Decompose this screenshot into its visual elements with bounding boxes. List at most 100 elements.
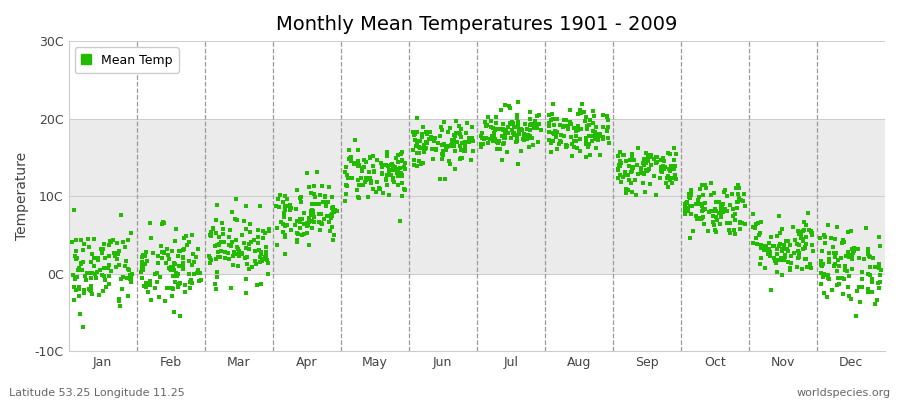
Point — [716, 201, 730, 207]
Point — [176, 247, 190, 254]
Point — [184, 232, 199, 238]
Point — [613, 163, 627, 169]
Point — [125, 271, 140, 278]
Point — [171, 253, 185, 260]
Point — [434, 124, 448, 131]
Point — [758, 243, 772, 249]
Point — [733, 226, 747, 232]
Point — [418, 146, 432, 152]
Point — [845, 254, 859, 260]
Point — [863, 254, 878, 261]
Point — [230, 216, 244, 223]
Point — [586, 108, 600, 114]
Point — [546, 116, 561, 123]
Point — [210, 269, 224, 276]
Point — [124, 279, 139, 286]
Point — [155, 249, 169, 255]
Point — [290, 187, 304, 193]
Point — [415, 134, 429, 140]
Point — [293, 194, 308, 200]
Point — [553, 137, 567, 144]
Point — [777, 242, 791, 249]
Point — [166, 273, 180, 280]
Point — [685, 202, 699, 209]
Point — [271, 196, 285, 202]
Point — [225, 208, 239, 215]
Point — [259, 248, 274, 255]
Point — [768, 258, 782, 264]
Point — [770, 269, 784, 275]
Point — [68, 253, 82, 260]
Point — [97, 240, 112, 247]
Point — [732, 195, 746, 201]
Point — [715, 200, 729, 207]
Point — [658, 164, 672, 170]
Point — [728, 211, 742, 218]
Point — [391, 181, 405, 188]
Point — [692, 214, 706, 221]
Point — [179, 233, 194, 240]
Point — [291, 231, 305, 237]
Point — [139, 249, 153, 255]
Point — [634, 169, 649, 175]
Point — [818, 240, 832, 246]
Point — [102, 281, 116, 287]
Point — [372, 184, 386, 191]
Point — [491, 137, 506, 144]
Point — [678, 205, 692, 211]
Point — [614, 160, 628, 166]
Point — [860, 248, 875, 255]
Point — [348, 160, 363, 166]
Point — [774, 248, 788, 254]
Point — [772, 230, 787, 236]
Point — [780, 246, 795, 252]
Point — [306, 183, 320, 189]
Point — [498, 135, 512, 141]
Point — [458, 130, 473, 136]
Point — [794, 231, 808, 238]
Point — [300, 230, 314, 236]
Point — [375, 190, 390, 196]
Point — [68, 287, 83, 294]
Point — [191, 246, 205, 252]
Point — [579, 141, 593, 147]
Point — [419, 131, 434, 137]
Point — [155, 255, 169, 262]
Point — [844, 296, 859, 302]
Point — [516, 135, 530, 142]
Point — [339, 172, 354, 178]
Point — [770, 257, 785, 263]
Point — [253, 203, 267, 209]
Point — [250, 281, 265, 288]
Point — [696, 214, 710, 220]
Point — [216, 226, 230, 232]
Point — [617, 169, 632, 175]
Point — [695, 182, 709, 189]
Point — [561, 126, 575, 132]
Point — [494, 107, 508, 113]
Point — [534, 127, 548, 133]
Point — [324, 210, 338, 217]
Point — [139, 280, 153, 286]
Point — [258, 254, 273, 260]
Point — [108, 263, 122, 270]
Point — [112, 248, 126, 254]
Point — [872, 285, 886, 291]
Point — [843, 228, 858, 234]
Point — [542, 137, 556, 144]
Point — [290, 229, 304, 236]
Point — [114, 285, 129, 292]
Point — [186, 259, 201, 265]
Point — [834, 240, 849, 246]
Point — [683, 234, 698, 241]
Point — [837, 239, 851, 245]
Point — [643, 152, 657, 158]
Point — [254, 249, 268, 256]
Point — [688, 201, 703, 208]
Point — [861, 245, 876, 252]
Point — [660, 174, 674, 181]
Point — [511, 161, 526, 167]
Point — [861, 286, 876, 292]
Point — [477, 136, 491, 142]
Point — [617, 152, 632, 158]
